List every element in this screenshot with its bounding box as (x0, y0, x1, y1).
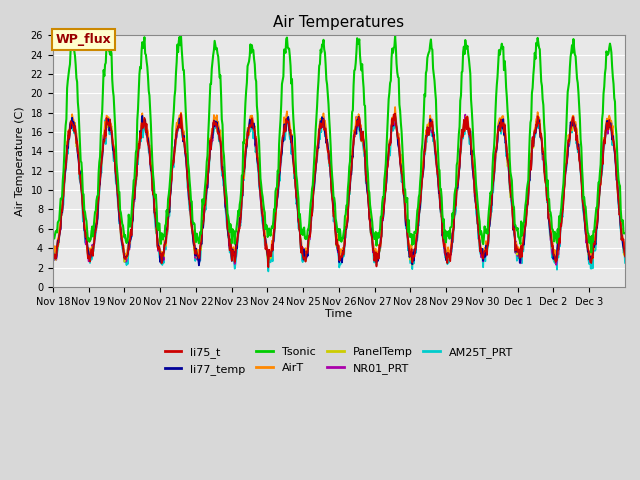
X-axis label: Time: Time (325, 310, 353, 319)
Y-axis label: Air Temperature (C): Air Temperature (C) (15, 106, 25, 216)
Title: Air Temperatures: Air Temperatures (273, 15, 404, 30)
Text: WP_flux: WP_flux (56, 33, 111, 46)
Legend: li75_t, li77_temp, Tsonic, AirT, PanelTemp, NR01_PRT, AM25T_PRT: li75_t, li77_temp, Tsonic, AirT, PanelTe… (160, 343, 518, 379)
